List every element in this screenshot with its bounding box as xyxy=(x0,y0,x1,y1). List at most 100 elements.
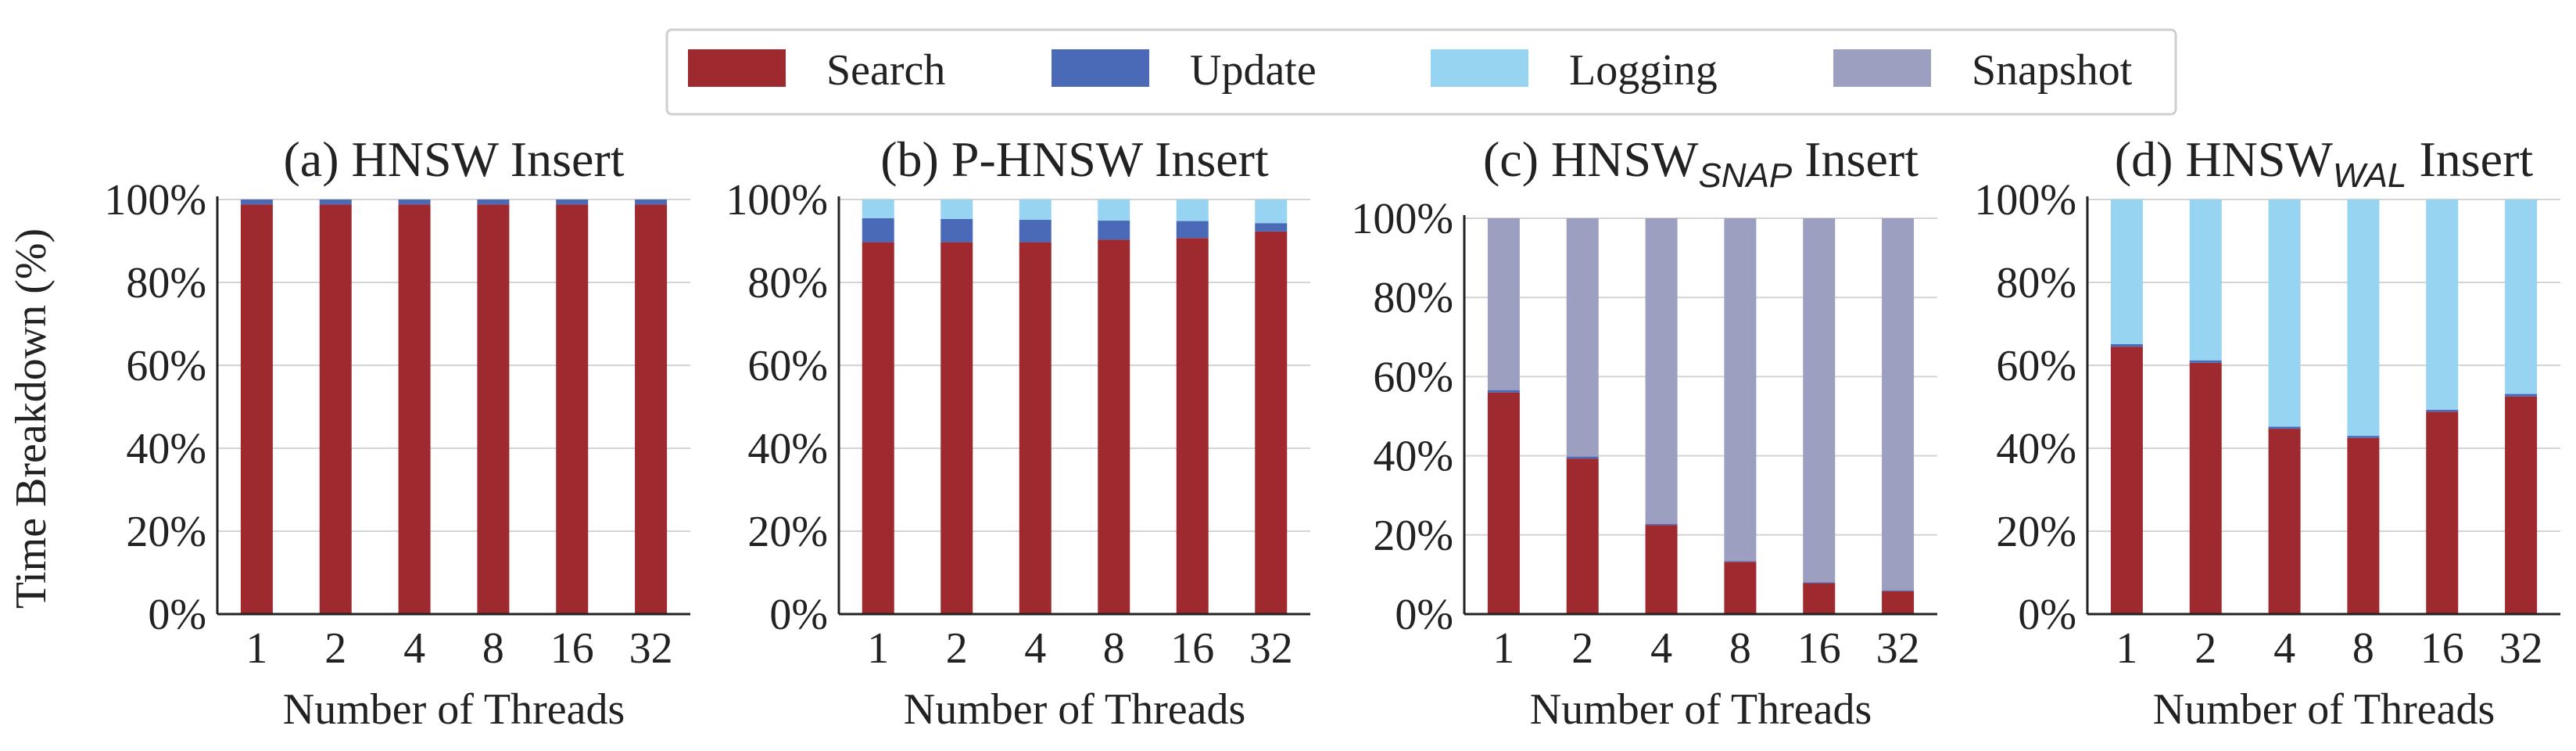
bar-search-16 xyxy=(1803,583,1836,614)
y-tick-label: 20% xyxy=(1996,508,2076,556)
bar-logging-2 xyxy=(2189,199,2222,361)
y-axis-label: Time Breakdown (%) xyxy=(7,228,56,609)
y-tick-label: 40% xyxy=(1373,433,1453,481)
y-tick-label: 60% xyxy=(747,342,828,390)
bar-logging-16 xyxy=(2426,199,2459,410)
panel-title: (c) HNSWSNAP Insert xyxy=(1483,131,1919,195)
bar-logging-1 xyxy=(2110,199,2143,344)
bar-search-1 xyxy=(862,242,894,614)
bar-search-4 xyxy=(1019,242,1052,614)
bar-search-2 xyxy=(2189,362,2222,614)
y-tick-label: 80% xyxy=(1373,274,1453,322)
bar-snapshot-2 xyxy=(1566,218,1599,457)
x-tick-label: 8 xyxy=(482,624,504,673)
y-tick-label: 100% xyxy=(104,176,206,225)
bar-logging-16 xyxy=(1176,199,1209,221)
bar-snapshot-4 xyxy=(1645,218,1678,524)
bar-search-16 xyxy=(556,204,589,614)
bar-search-2 xyxy=(940,242,973,614)
bar-update-4 xyxy=(1645,523,1678,526)
y-tick-label: 0% xyxy=(2018,591,2076,639)
bar-update-1 xyxy=(862,217,894,243)
bar-logging-8 xyxy=(1098,199,1130,221)
panel-title: (a) HNSW Insert xyxy=(283,131,624,187)
x-axis-label: Number of Threads xyxy=(1530,685,1872,734)
x-tick-label: 4 xyxy=(1650,624,1672,673)
bar-update-16 xyxy=(1176,221,1209,239)
bar-logging-2 xyxy=(940,199,973,219)
y-tick-label: 80% xyxy=(126,259,206,307)
bar-update-16 xyxy=(1803,582,1836,584)
bar-update-8 xyxy=(1724,561,1757,562)
panel-title-suffix: Insert xyxy=(1792,131,1919,187)
legend-swatch-search xyxy=(688,49,786,87)
bar-search-8 xyxy=(2347,437,2380,614)
bar-search-16 xyxy=(2426,411,2459,614)
x-tick-label: 4 xyxy=(403,624,425,673)
x-tick-label: 4 xyxy=(1024,624,1046,673)
panel-title: (d) HNSWWAL Insert xyxy=(2115,131,2534,195)
legend-swatch-snapshot xyxy=(1833,49,1931,87)
x-tick-label: 16 xyxy=(1797,624,1841,673)
bar-search-32 xyxy=(2505,396,2538,614)
bar-update-32 xyxy=(1255,223,1288,232)
y-tick-label: 0% xyxy=(769,591,828,639)
x-tick-label: 1 xyxy=(245,624,267,673)
x-tick-label: 1 xyxy=(1492,624,1514,673)
bar-update-8 xyxy=(477,199,510,205)
bar-update-32 xyxy=(2505,393,2538,397)
bar-update-1 xyxy=(2110,343,2143,347)
y-tick-label: 80% xyxy=(1996,259,2076,307)
y-tick-label: 60% xyxy=(126,342,206,390)
x-tick-label: 2 xyxy=(1571,624,1593,673)
bar-update-1 xyxy=(1487,390,1520,393)
bar-update-16 xyxy=(2426,409,2459,412)
bar-search-4 xyxy=(398,204,431,614)
x-tick-label: 8 xyxy=(1103,624,1125,673)
panel-title-main: (d) HNSW xyxy=(2115,131,2334,187)
bar-logging-4 xyxy=(1019,199,1052,220)
y-tick-label: 100% xyxy=(726,176,828,225)
bar-snapshot-32 xyxy=(1882,218,1915,591)
bar-search-1 xyxy=(1487,392,1520,614)
legend-swatch-logging xyxy=(1431,49,1528,87)
legend-label-snapshot: Snapshot xyxy=(1972,46,2133,95)
y-tick-label: 0% xyxy=(1395,591,1453,639)
x-tick-label: 1 xyxy=(867,624,889,673)
legend-frame xyxy=(665,28,2177,116)
x-tick-label: 8 xyxy=(1729,624,1751,673)
bar-search-16 xyxy=(1176,238,1209,614)
bar-update-4 xyxy=(1019,219,1052,243)
y-tick-label: 20% xyxy=(126,508,206,556)
bar-logging-32 xyxy=(2505,199,2538,394)
x-tick-label: 2 xyxy=(324,624,346,673)
x-axis-label: Number of Threads xyxy=(2153,685,2495,734)
x-tick-label: 1 xyxy=(2116,624,2137,673)
bar-logging-4 xyxy=(2268,199,2301,427)
bar-update-2 xyxy=(319,199,352,205)
x-tick-label: 4 xyxy=(2273,624,2295,673)
bar-logging-1 xyxy=(862,199,894,218)
bar-update-2 xyxy=(2189,360,2222,363)
y-tick-label: 20% xyxy=(1373,512,1453,560)
x-tick-label: 16 xyxy=(2420,624,2464,673)
x-tick-label: 8 xyxy=(2352,624,2374,673)
y-tick-label: 0% xyxy=(148,591,206,639)
panel-title-subscript: SNAP xyxy=(1698,156,1792,195)
y-tick-label: 40% xyxy=(747,425,828,473)
bar-search-8 xyxy=(1098,239,1130,614)
panel-title-main: (c) HNSW xyxy=(1483,131,1699,187)
y-tick-label: 100% xyxy=(1351,195,1453,243)
bar-search-8 xyxy=(1724,562,1757,614)
y-tick-label: 60% xyxy=(1373,353,1453,401)
bar-search-4 xyxy=(1645,525,1678,614)
x-tick-label: 32 xyxy=(2499,624,2543,673)
x-tick-label: 2 xyxy=(946,624,968,673)
bar-update-2 xyxy=(940,218,973,243)
